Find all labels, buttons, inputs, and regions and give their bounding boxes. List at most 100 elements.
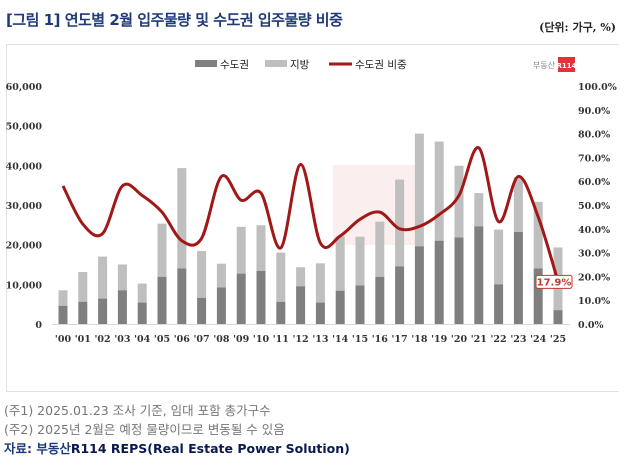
bar-sudogwon: [177, 268, 187, 324]
x-tick-label: '24: [530, 334, 547, 345]
x-tick-label: '22: [491, 334, 507, 345]
bar-sudogwon: [157, 276, 167, 324]
bar-sudogwon: [414, 246, 424, 324]
bar-sudogwon: [434, 240, 444, 324]
x-tick-label: '11: [273, 334, 289, 345]
chart-title: [그림 1] 연도별 2월 입주물량 및 수도권 입주물량 비중: [6, 11, 343, 29]
bar-sudogwon: [296, 286, 306, 324]
chart: 0 10,000 20,000 30,000 40,000 50,000 60,000 0.0…: [6, 57, 617, 345]
x-tick-label: '14: [332, 334, 349, 345]
x-tick-label: '12: [293, 334, 309, 345]
bar-sudogwon: [315, 302, 325, 324]
right-tick-label: 0.0%: [578, 320, 604, 331]
source-text: R114 REPS(Real Estate Power Solution): [70, 441, 350, 456]
left-tick-label: 60,000: [6, 82, 43, 93]
right-tick-label: 80.0%: [578, 130, 610, 141]
note-2: (주2) 2025년 2월은 예정 물량이므로 변동될 수 있음: [4, 422, 285, 437]
bar-jibang: [117, 264, 127, 291]
chart-frame: [6, 44, 619, 392]
x-tick-label: '16: [372, 334, 389, 345]
x-tick-label: '01: [75, 334, 91, 345]
right-tick-label: 20.0%: [578, 272, 610, 283]
legend-swatch-jibang: [265, 60, 287, 67]
bar-jibang: [197, 251, 207, 298]
bar-jibang: [98, 256, 108, 299]
legend-label-jibang: 지방: [290, 59, 310, 71]
bar-jibang: [157, 223, 167, 277]
x-tick-label: '20: [451, 334, 468, 345]
bar-jibang: [375, 221, 385, 277]
legend-label-sudogwon: 수도권: [220, 59, 249, 71]
x-tick-label: '04: [134, 334, 151, 345]
bar-jibang: [256, 225, 266, 271]
bar-jibang: [137, 283, 147, 303]
bar-sudogwon: [335, 290, 345, 324]
bar-jibang: [335, 236, 345, 291]
x-tick-label: '25: [550, 334, 566, 345]
bar-jibang: [513, 177, 523, 232]
x-tick-label: '23: [510, 334, 526, 345]
logo-text: 부동산: [533, 60, 556, 70]
left-tick-label: 30,000: [6, 201, 43, 212]
bar-sudogwon: [58, 305, 68, 324]
x-tick-label: '06: [174, 334, 191, 345]
bar-jibang: [414, 133, 424, 247]
right-tick-label: 90.0%: [578, 106, 610, 117]
x-tick-label: '09: [233, 334, 250, 345]
source-label: 자료: 부동산: [4, 441, 71, 456]
right-tick-label: 40.0%: [578, 225, 610, 236]
bar-sudogwon: [256, 270, 266, 324]
right-tick-label: 50.0%: [578, 201, 610, 212]
bar-sudogwon: [395, 266, 405, 324]
note-1: (주1) 2025.01.23 조사 기준, 임대 포함 총가구수: [4, 403, 271, 418]
annotation-box: [535, 274, 573, 289]
bar-sudogwon: [553, 310, 563, 324]
x-tick-label: '10: [253, 334, 270, 345]
bar-sudogwon: [98, 298, 108, 324]
bar-jibang: [533, 201, 543, 269]
bar-sudogwon: [533, 268, 543, 324]
left-tick-label: 10,000: [6, 280, 43, 291]
left-tick-label: 50,000: [6, 122, 43, 133]
source: 자료: 부동산R114 REPS(Real Estate Power Solut…: [4, 439, 350, 458]
bar-sudogwon: [454, 237, 464, 324]
bar-jibang: [216, 263, 226, 288]
x-tick-label: '13: [312, 334, 328, 345]
right-tick-label: 60.0%: [578, 177, 610, 188]
right-tick-label: 70.0%: [578, 153, 610, 164]
left-tick-label: 20,000: [6, 241, 43, 252]
x-tick-label: '17: [392, 334, 408, 345]
bar-jibang: [395, 179, 405, 267]
x-tick-label: '00: [55, 334, 72, 345]
x-tick-label: '08: [213, 334, 230, 345]
bar-sudogwon: [494, 284, 504, 324]
x-tick-label: '02: [95, 334, 111, 345]
bar-sudogwon: [355, 285, 365, 324]
bar-sudogwon: [513, 231, 523, 324]
left-tick-label: 0: [35, 320, 42, 331]
bar-jibang: [236, 226, 246, 274]
bar-jibang: [494, 229, 504, 285]
unit-label: (단위: 가구, %): [539, 21, 616, 34]
annotation-label: 17.9%: [537, 277, 572, 288]
bar-sudogwon: [236, 273, 246, 324]
left-tick-label: 40,000: [6, 161, 43, 172]
right-tick-label: 10.0%: [578, 296, 610, 307]
legend-label-share: 수도권 비중: [355, 59, 407, 71]
bar-jibang: [296, 267, 306, 287]
line-sudogwon-share: [61, 146, 560, 282]
legend-swatch-sudogwon: [195, 60, 217, 67]
logo-badge-text: R114: [556, 62, 576, 70]
x-tick-label: '07: [194, 334, 210, 345]
right-tick-label: 30.0%: [578, 249, 610, 260]
bar-sudogwon: [276, 301, 286, 324]
logo-badge: [558, 57, 575, 72]
bar-sudogwon: [375, 276, 385, 324]
bar-jibang: [58, 290, 68, 306]
bar-jibang: [454, 165, 464, 238]
x-tick-label: '18: [411, 334, 428, 345]
bar-jibang: [276, 252, 286, 302]
bar-sudogwon: [474, 226, 484, 324]
bar-jibang: [355, 236, 365, 286]
x-tick-label: '03: [114, 334, 130, 345]
